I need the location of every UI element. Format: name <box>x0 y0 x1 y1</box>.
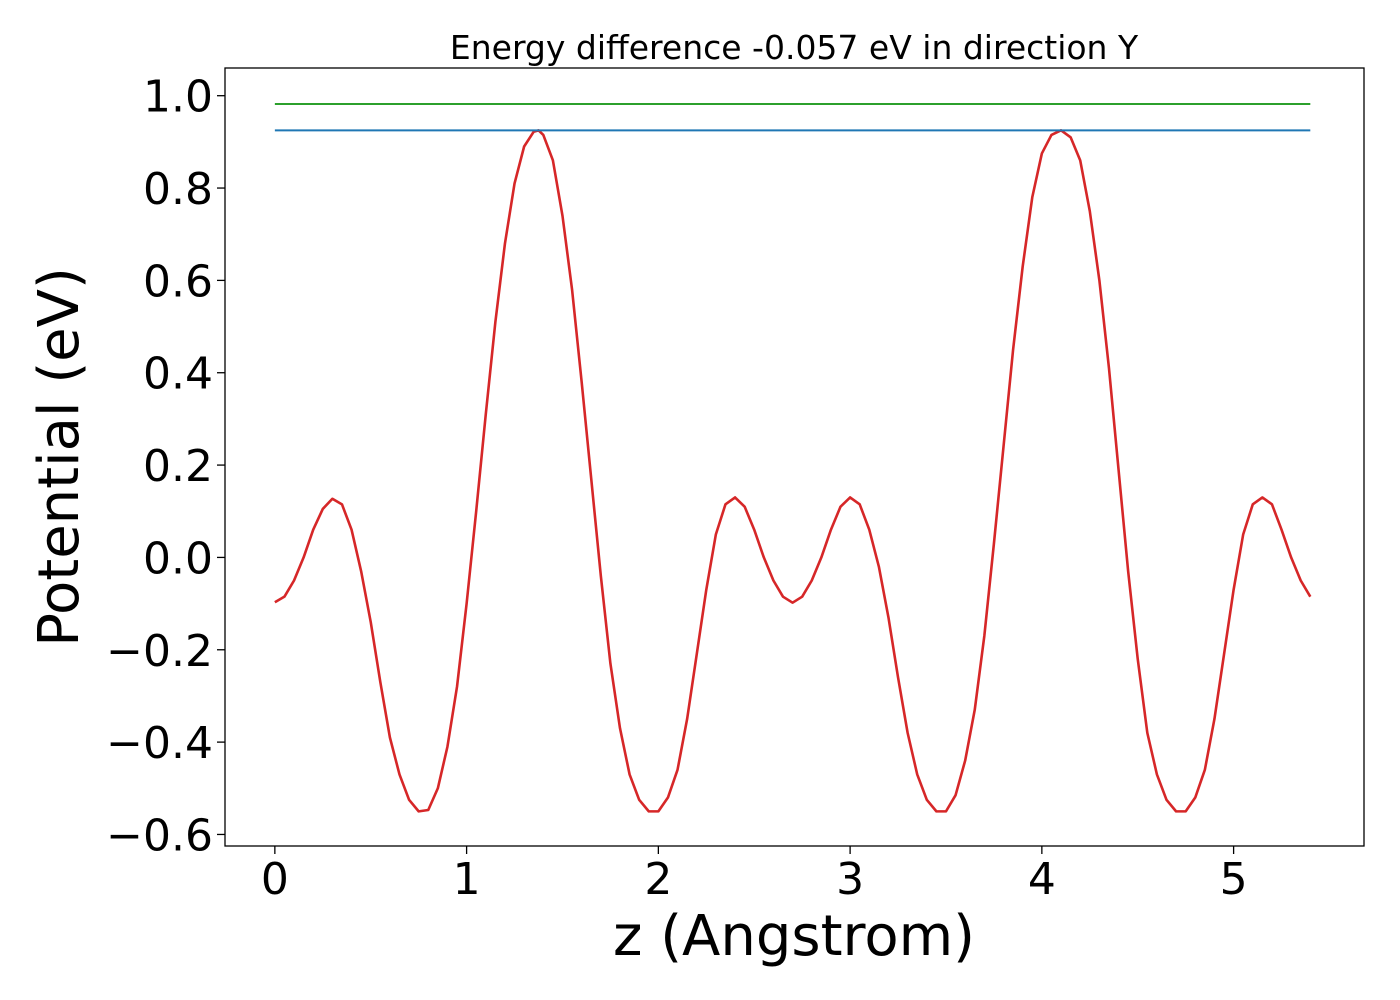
y-tick-label: 1.0 <box>143 72 213 123</box>
y-tick-label: 0.8 <box>143 164 213 215</box>
y-axis-ticks: −0.6 −0.4 −0.2 0.0 0.2 0.4 0.6 0.8 1.0 <box>106 72 225 861</box>
y-tick-label: −0.6 <box>106 810 213 861</box>
x-axis-ticks: 0 1 2 3 4 5 <box>261 846 1248 905</box>
x-tick-label: 2 <box>644 854 672 905</box>
chart-title: Energy difference -0.057 eV in direction… <box>450 28 1139 67</box>
y-tick-label: 0.2 <box>143 441 213 492</box>
x-tick-label: 3 <box>836 854 864 905</box>
x-axis-title: z (Angstrom) <box>613 904 975 969</box>
plot-area-frame <box>224 67 1365 847</box>
x-tick-label: 4 <box>1028 854 1056 905</box>
y-tick-label: −0.4 <box>106 718 213 769</box>
x-tick-label: 5 <box>1220 854 1248 905</box>
y-tick-label: 0.4 <box>143 349 213 400</box>
x-tick-label: 1 <box>453 854 481 905</box>
series-line-0 <box>274 129 1312 813</box>
y-tick-label: −0.2 <box>106 626 213 677</box>
y-tick-label: 0.6 <box>143 256 213 307</box>
y-tick-label: 0.0 <box>143 533 213 584</box>
series-layer <box>274 103 1312 813</box>
y-axis-title: Potential (eV) <box>27 267 92 647</box>
x-tick-label: 0 <box>261 854 289 905</box>
